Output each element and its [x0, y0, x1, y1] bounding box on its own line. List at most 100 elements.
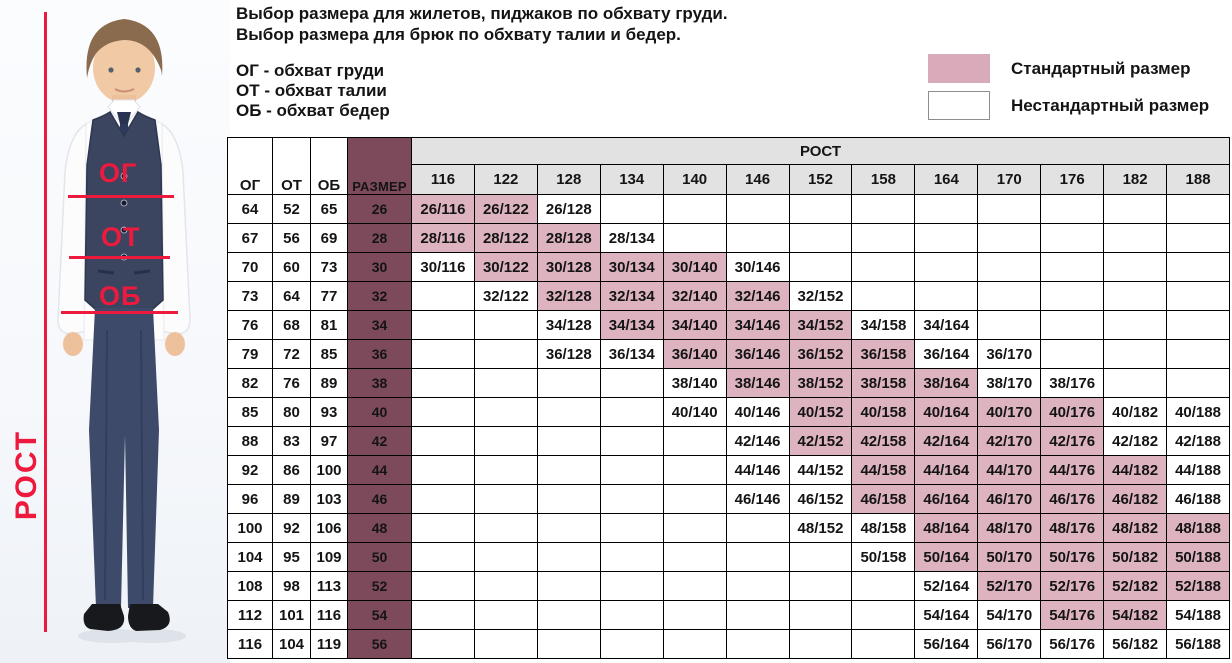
- waist-value-cell: 95: [272, 542, 311, 572]
- size-table-row: 108 98 113 52 52/164 52/170 52/176 52/182 52/188: [227, 571, 1230, 601]
- empty-cell: [599, 426, 664, 456]
- empty-cell: [411, 281, 475, 311]
- size-height-combo-cell: 46/170: [977, 484, 1042, 514]
- empty-cell: [725, 513, 790, 543]
- chest-column-header: ОГ: [227, 137, 273, 195]
- height-axis-label: РОСТ: [10, 429, 43, 521]
- size-height-combo-cell: 40/140: [662, 397, 727, 427]
- empty-cell: [536, 397, 601, 427]
- hips-value-cell: 100: [310, 455, 348, 485]
- size-height-combo-cell: 42/152: [788, 426, 853, 456]
- waist-column-header: ОТ: [272, 137, 311, 195]
- empty-cell: [662, 600, 727, 630]
- empty-cell: [536, 542, 601, 572]
- size-height-combo-cell: 52/176: [1040, 571, 1105, 601]
- empty-cell: [536, 513, 601, 543]
- size-value-cell: 44: [347, 455, 412, 485]
- hips-value-cell: 93: [310, 397, 348, 427]
- size-height-combo-cell: 50/176: [1040, 542, 1105, 572]
- empty-cell: [977, 194, 1042, 224]
- empty-cell: [599, 571, 664, 601]
- size-value-cell: 52: [347, 571, 412, 601]
- chest-value-cell: 76: [227, 310, 273, 340]
- height-column-header: 152: [788, 164, 853, 195]
- size-table-header: ОГ ОТ ОБ РАЗМЕР РОСТ 116 122 128 134 140 146 152 158…: [227, 137, 1230, 195]
- hips-column-header: ОБ: [310, 137, 348, 195]
- size-height-combo-cell: 50/188: [1166, 542, 1230, 572]
- size-height-combo-cell: 50/158: [851, 542, 916, 572]
- empty-cell: [473, 426, 538, 456]
- size-height-combo-cell: 42/170: [977, 426, 1042, 456]
- size-height-combo-cell: 30/134: [599, 252, 664, 282]
- chest-value-cell: 108: [227, 571, 273, 601]
- waist-value-cell: 89: [272, 484, 311, 514]
- size-table-row: 64 52 65 26 26/116 26/122 26/128: [227, 194, 1230, 224]
- size-height-combo-cell: 32/146: [725, 281, 790, 311]
- empty-cell: [851, 629, 916, 659]
- size-height-combo-cell: 38/158: [851, 368, 916, 398]
- empty-cell: [662, 426, 727, 456]
- size-height-combo-cell: 48/182: [1103, 513, 1168, 543]
- size-height-combo-cell: 36/128: [536, 339, 601, 369]
- height-column-header: 128: [536, 164, 601, 195]
- height-column-header: 122: [473, 164, 538, 195]
- standard-size-swatch: [928, 54, 990, 83]
- size-height-combo-cell: 32/152: [788, 281, 853, 311]
- empty-cell: [473, 368, 538, 398]
- empty-cell: [662, 194, 727, 224]
- chest-measure-line: [68, 195, 174, 198]
- size-height-combo-cell: 30/140: [662, 252, 727, 282]
- size-table-row: 70 60 73 30 30/116 30/122 30/128 30/134 30/140 30…: [227, 252, 1230, 282]
- size-height-combo-cell: 40/146: [725, 397, 790, 427]
- size-table-row: 112 101 116 54 54/164 54/170 54/176 54/182 54/18…: [227, 600, 1230, 630]
- size-value-cell: 46: [347, 484, 412, 514]
- empty-cell: [1166, 310, 1230, 340]
- size-height-combo-cell: 38/176: [1040, 368, 1105, 398]
- empty-cell: [851, 252, 916, 282]
- empty-cell: [473, 542, 538, 572]
- empty-cell: [725, 542, 790, 572]
- empty-cell: [473, 397, 538, 427]
- size-height-combo-cell: 34/164: [914, 310, 979, 340]
- size-height-combo-cell: 46/164: [914, 484, 979, 514]
- size-height-combo-cell: 54/170: [977, 600, 1042, 630]
- chest-value-cell: 96: [227, 484, 273, 514]
- nonstandard-size-label: Нестандартный размер: [1011, 95, 1210, 115]
- empty-cell: [599, 397, 664, 427]
- size-height-combo-cell: 42/176: [1040, 426, 1105, 456]
- height-column-header: 170: [977, 164, 1042, 195]
- size-height-combo-cell: 26/122: [473, 194, 538, 224]
- size-height-combo-cell: 30/146: [725, 252, 790, 282]
- empty-cell: [914, 281, 979, 311]
- size-table-row: 85 80 93 40 40/140 40/146 40/152 40/158 40/164 40…: [227, 397, 1230, 427]
- size-height-combo-cell: 28/122: [473, 223, 538, 253]
- size-table-row: 67 56 69 28 28/116 28/122 28/128 28/134: [227, 223, 1230, 253]
- empty-cell: [473, 310, 538, 340]
- size-height-combo-cell: 46/188: [1166, 484, 1230, 514]
- size-height-combo-cell: 36/158: [851, 339, 916, 369]
- empty-cell: [662, 455, 727, 485]
- hips-value-cell: 97: [310, 426, 348, 456]
- waist-value-cell: 52: [272, 194, 311, 224]
- size-height-combo-cell: 30/116: [411, 252, 475, 282]
- hips-value-cell: 106: [310, 513, 348, 543]
- empty-cell: [788, 542, 853, 572]
- height-column-header: 116: [411, 164, 475, 195]
- empty-cell: [411, 513, 475, 543]
- size-height-combo-cell: 56/170: [977, 629, 1042, 659]
- empty-cell: [411, 571, 475, 601]
- empty-cell: [1040, 310, 1105, 340]
- legend-nonstandard-row: Нестандартный размер: [928, 91, 1209, 120]
- empty-cell: [977, 252, 1042, 282]
- empty-cell: [1166, 194, 1230, 224]
- size-height-combo-cell: 28/116: [411, 223, 475, 253]
- size-height-combo-cell: 50/182: [1103, 542, 1168, 572]
- size-value-cell: 54: [347, 600, 412, 630]
- size-height-combo-cell: 48/152: [788, 513, 853, 543]
- size-height-combo-cell: 36/146: [725, 339, 790, 369]
- title-line-2: Выбор размера для брюк по обхвату талии …: [236, 25, 681, 44]
- size-height-combo-cell: 40/188: [1166, 397, 1230, 427]
- height-column-header: 176: [1040, 164, 1105, 195]
- empty-cell: [411, 455, 475, 485]
- height-column-header: 140: [662, 164, 727, 195]
